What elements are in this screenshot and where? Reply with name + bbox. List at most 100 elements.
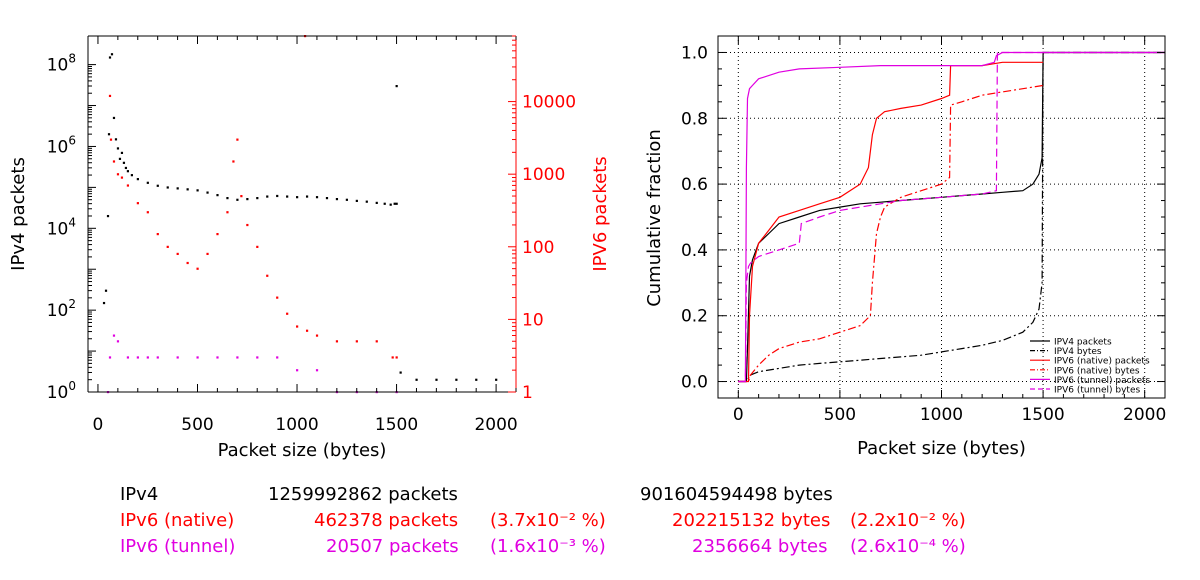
data-point — [116, 340, 120, 343]
data-point — [122, 161, 126, 164]
data-point — [296, 196, 299, 199]
x-tick-label: 500 — [824, 405, 856, 425]
summary-packets: 462378 packets — [314, 510, 459, 531]
data-point — [206, 252, 209, 256]
data-point — [114, 138, 118, 141]
data-point — [399, 371, 402, 374]
data-point — [395, 202, 398, 205]
summary-bytes: 2356664 bytes — [692, 536, 828, 557]
data-point — [236, 356, 239, 359]
right-cdf-chart: 0 500 1000 1500 2000 0.0 0.2 0.4 0.6 0.8 1.0 Packet… — [644, 35, 1166, 459]
data-point — [136, 202, 139, 205]
data-point — [196, 356, 199, 359]
summary-label: IPv6 (tunnel) — [120, 536, 236, 557]
y-axis-title: IPv4 packets — [8, 157, 29, 271]
legend-label: IPV6 (native) bytes — [1054, 366, 1140, 376]
data-point — [120, 176, 124, 179]
x-tick-label: 500 — [181, 415, 213, 435]
summary-bytes: 901604594498 bytes — [640, 484, 833, 505]
data-point — [107, 133, 111, 136]
data-point — [335, 340, 339, 343]
data-point — [166, 245, 169, 248]
data-point — [475, 378, 478, 381]
data-point — [256, 245, 259, 248]
data-point — [120, 151, 124, 154]
y-tick-label: 100 — [47, 379, 76, 403]
scatter-series-1 — [108, 35, 398, 359]
data-point — [176, 356, 179, 359]
y-tick-label: 102 — [47, 297, 76, 321]
data-point — [106, 214, 110, 218]
data-point — [176, 252, 179, 256]
data-point — [136, 356, 139, 359]
scatter-series-2 — [106, 334, 398, 394]
data-point — [305, 329, 309, 332]
data-point — [256, 197, 259, 200]
data-point — [126, 170, 130, 173]
data-point — [296, 325, 299, 328]
data-point — [246, 198, 249, 201]
summary-packets-percent: (3.7x10⁻² %) — [490, 510, 606, 531]
data-point — [315, 196, 319, 199]
y-right-tick-label: 10 — [522, 310, 544, 330]
data-point — [116, 173, 120, 176]
x-tick-label: 0 — [733, 405, 744, 425]
y-right-tick-label: 100 — [522, 238, 554, 258]
data-point — [266, 195, 269, 198]
y-tick-label: 0.0 — [681, 373, 708, 393]
data-point — [266, 274, 269, 277]
data-point — [102, 301, 106, 305]
data-point — [395, 356, 398, 359]
data-point — [196, 267, 199, 270]
x-tick-label: 1500 — [1021, 405, 1064, 425]
data-point — [276, 296, 279, 299]
data-point — [226, 197, 229, 200]
data-point — [146, 211, 149, 214]
summary-packets: 1259992862 packets — [268, 484, 458, 505]
legend-label: IPV6 (tunnel) packets — [1054, 376, 1151, 386]
data-point — [118, 157, 122, 160]
data-point — [345, 198, 348, 201]
data-point — [395, 85, 398, 88]
summary-bytes-percent: (2.2x10⁻² %) — [850, 510, 966, 531]
data-point — [355, 340, 358, 343]
y-tick-label: 0.6 — [681, 175, 708, 195]
data-point — [104, 289, 108, 292]
x-tick-label: 0 — [93, 415, 104, 435]
data-point — [236, 198, 239, 201]
data-point — [232, 160, 235, 163]
y-tick-label: 104 — [47, 215, 76, 239]
y-tick-label: 0.2 — [681, 307, 708, 327]
data-point — [375, 340, 378, 343]
data-point — [276, 356, 279, 359]
data-point — [246, 223, 249, 227]
summary-label: IPv6 (native) — [120, 510, 235, 531]
y-right-tick-label: 10000 — [522, 93, 576, 113]
cdf-series-4 — [738, 51, 1165, 383]
data-point — [296, 369, 299, 372]
y-right-axis-title: IPV6 packets — [590, 156, 611, 271]
data-point — [355, 199, 358, 202]
data-point — [146, 356, 149, 359]
data-point — [126, 356, 130, 359]
data-point — [108, 356, 112, 359]
x-axis-title: Packet size (bytes) — [857, 438, 1026, 459]
data-point — [256, 356, 259, 359]
data-point — [108, 56, 112, 59]
data-point — [216, 232, 219, 236]
y-tick-label: 0.8 — [681, 109, 708, 129]
data-point — [156, 184, 159, 187]
data-point — [112, 160, 116, 163]
data-point — [315, 369, 319, 372]
data-point — [236, 138, 239, 141]
legend-label: IPV4 bytes — [1054, 347, 1102, 357]
data-point — [156, 232, 159, 236]
data-point — [393, 202, 396, 205]
x-axis-title: Packet size (bytes) — [218, 440, 387, 461]
x-tick-label: 2000 — [1123, 405, 1166, 425]
data-point — [286, 312, 289, 315]
summary-label: IPv4 — [120, 484, 159, 505]
data-point — [130, 174, 133, 177]
data-point — [109, 138, 113, 141]
